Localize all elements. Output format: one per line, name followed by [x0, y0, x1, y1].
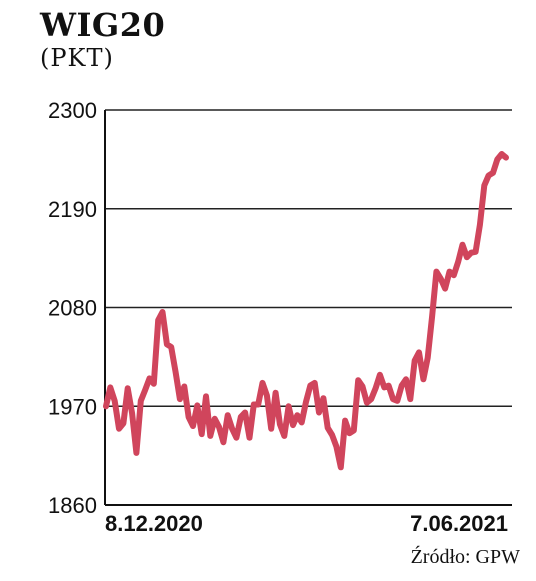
y-tick-label: 1970 [48, 394, 97, 419]
source-note: Źródło: GPW [410, 546, 520, 568]
x-tick-labels: 8.12.2020 7.06.2021 [105, 511, 508, 536]
series-layer [103, 151, 509, 471]
y-tick-label: 2300 [48, 98, 97, 123]
x-tick-label: 8.12.2020 [105, 511, 203, 536]
y-tick-labels: 2300 2190 2080 1970 1860 [48, 98, 97, 518]
x-tick-label: 7.06.2021 [410, 511, 508, 536]
series-line-wig20 [103, 151, 509, 471]
y-tick-label: 2190 [48, 197, 97, 222]
y-tick-label: 1860 [48, 493, 97, 518]
axes [104, 110, 512, 506]
chart-subtitle: (PKT) [40, 44, 114, 72]
gridlines [105, 109, 512, 407]
y-tick-label: 2080 [48, 296, 97, 321]
chart-title: WIG20 [40, 6, 166, 44]
